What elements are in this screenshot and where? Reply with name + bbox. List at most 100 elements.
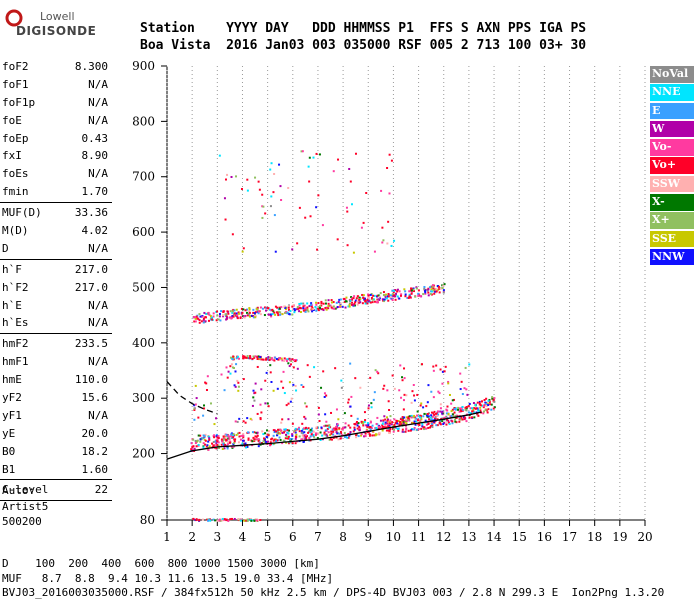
legend-item: NoVal <box>650 66 694 83</box>
echo-point <box>443 421 446 424</box>
echo-point <box>241 311 244 314</box>
echo-point <box>270 315 273 318</box>
echo-point <box>469 412 472 415</box>
echo-point <box>246 519 249 522</box>
echo-point <box>371 298 374 301</box>
param-name: yF1 <box>2 408 22 422</box>
echo-point <box>262 433 265 436</box>
param-value: N/A <box>88 167 108 181</box>
echo-point <box>197 434 200 437</box>
echo-point <box>222 314 225 317</box>
echo-point <box>366 425 369 428</box>
echo-point <box>347 436 350 439</box>
echo-point <box>430 293 433 296</box>
echo-point <box>424 292 427 295</box>
echo-point <box>491 397 494 400</box>
echo-point <box>386 416 389 419</box>
echo-point <box>365 424 368 427</box>
echo-point <box>242 432 245 435</box>
echo-point <box>397 419 400 422</box>
echo-point <box>401 376 404 379</box>
echo-point <box>461 393 464 396</box>
echo-point <box>271 313 274 316</box>
echo-point <box>316 432 319 435</box>
echo-point <box>369 301 372 304</box>
echo-point <box>447 380 450 383</box>
echo-point <box>430 414 433 417</box>
echo-point <box>343 297 346 300</box>
echo-point <box>477 414 480 417</box>
echo-point <box>273 172 276 175</box>
echo-point <box>286 358 289 361</box>
echo-point <box>410 291 413 294</box>
echo-point <box>232 315 235 318</box>
echo-point <box>434 416 437 419</box>
echo-point <box>237 389 240 392</box>
echo-point <box>348 167 351 170</box>
echo-point <box>247 312 250 315</box>
echo-point <box>453 411 456 414</box>
echo-point <box>393 387 396 390</box>
echo-point <box>233 384 236 387</box>
legend-item: X+ <box>650 212 694 229</box>
param-row: foEs N/A <box>0 165 112 183</box>
echo-point <box>436 410 439 413</box>
echo-point <box>408 296 411 299</box>
echo-point <box>459 388 462 391</box>
echo-point <box>252 396 255 399</box>
echo-point <box>203 438 206 441</box>
echo-point <box>442 284 445 287</box>
echo-point <box>250 314 253 317</box>
echo-point <box>363 435 366 438</box>
params-divider <box>0 500 112 502</box>
echo-point <box>330 430 333 433</box>
param-name: hmF1 <box>2 355 29 369</box>
echo-point <box>319 431 322 434</box>
param-value: 18.2 <box>81 444 109 458</box>
echo-point <box>248 518 251 521</box>
echo-point <box>315 152 318 155</box>
echo-point <box>459 409 462 412</box>
echo-point <box>276 387 279 390</box>
echo-point <box>259 418 262 421</box>
echo-point <box>288 429 291 432</box>
echo-point <box>193 408 196 411</box>
param-name: foF1p <box>2 95 36 109</box>
echo-point <box>344 300 347 303</box>
echo-point <box>379 292 382 295</box>
echo-point <box>412 287 415 290</box>
echo-point <box>404 419 407 422</box>
echo-point <box>214 519 217 522</box>
echo-point <box>223 197 226 200</box>
echo-point <box>205 445 208 448</box>
echo-point <box>471 407 474 410</box>
echo-point <box>369 419 372 422</box>
echo-point <box>391 374 394 377</box>
echo-point <box>300 302 303 305</box>
echo-point <box>193 447 196 450</box>
logo-mark-icon <box>5 9 23 27</box>
params-divider <box>0 333 112 335</box>
echo-point <box>319 438 322 441</box>
echo-point <box>485 402 488 405</box>
echo-point <box>279 432 282 435</box>
echo-point <box>401 416 404 419</box>
echo-point <box>324 302 327 305</box>
echo-point <box>259 356 262 359</box>
echo-point <box>429 425 432 428</box>
echo-point <box>287 432 290 435</box>
echo-point <box>323 433 326 436</box>
echo-point <box>272 429 275 432</box>
y-tick-label: 800 <box>132 114 155 128</box>
echo-point <box>281 431 284 434</box>
param-name: B1 <box>2 462 16 476</box>
x-tick-label: 2 <box>188 530 196 544</box>
echo-point <box>269 441 272 444</box>
echo-point <box>427 426 430 429</box>
echo-point <box>310 427 313 430</box>
echo-point <box>220 373 223 376</box>
echo-point <box>261 216 264 219</box>
echo-point <box>413 394 416 397</box>
echo-point <box>216 439 219 442</box>
echo-point <box>379 425 382 428</box>
